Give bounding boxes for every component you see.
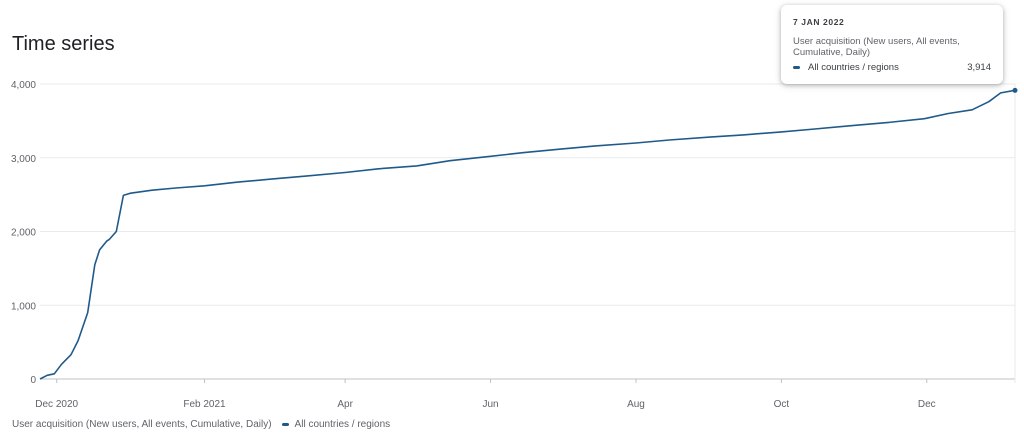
series-line xyxy=(39,89,1016,380)
chart-legend: User acquisition (New users, All events,… xyxy=(12,419,390,430)
hover-point xyxy=(1012,87,1018,93)
legend-series-label: All countries / regions xyxy=(294,419,391,430)
gridlines xyxy=(40,83,1015,380)
x-tick-label: Feb 2021 xyxy=(183,399,226,410)
y-tick-label: 3,000 xyxy=(11,154,36,165)
tooltip-series-value: 3,914 xyxy=(967,62,991,73)
series-layer xyxy=(39,87,1018,380)
y-tick-label: 2,000 xyxy=(11,228,36,239)
x-axis-ticks: Dec 2020 Feb 2021 Apr Jun Aug Oct Dec xyxy=(35,84,1016,410)
chart-title: Time series xyxy=(12,33,115,55)
tooltip-date: 7 JAN 2022 xyxy=(793,17,845,27)
x-tick-label: Jun xyxy=(482,399,498,410)
legend-series-swatch xyxy=(281,423,289,426)
hover-tooltip: 7 JAN 2022 User acquisition (New users, … xyxy=(781,5,1003,84)
x-tick-label: Aug xyxy=(627,399,645,410)
y-tick-label: 1,000 xyxy=(11,301,36,312)
y-tick-label: 4,000 xyxy=(11,80,36,91)
y-axis-ticks: 0 1,000 2,000 3,000 4,000 xyxy=(11,80,36,386)
tooltip-metric: User acquisition (New users, All events,… xyxy=(793,36,960,58)
tooltip-series-row: All countries / regions 3,914 xyxy=(793,62,991,73)
y-tick-label: 0 xyxy=(30,375,36,386)
x-tick-label: Dec xyxy=(918,399,936,410)
x-tick-label: Oct xyxy=(774,399,790,410)
x-tick-label: Apr xyxy=(337,399,353,410)
x-tick-label: Dec 2020 xyxy=(35,399,78,410)
tooltip-series-swatch xyxy=(793,66,800,69)
tooltip-series-name: All countries / regions xyxy=(808,62,899,73)
legend-metric-label: User acquisition (New users, All events,… xyxy=(12,419,272,430)
